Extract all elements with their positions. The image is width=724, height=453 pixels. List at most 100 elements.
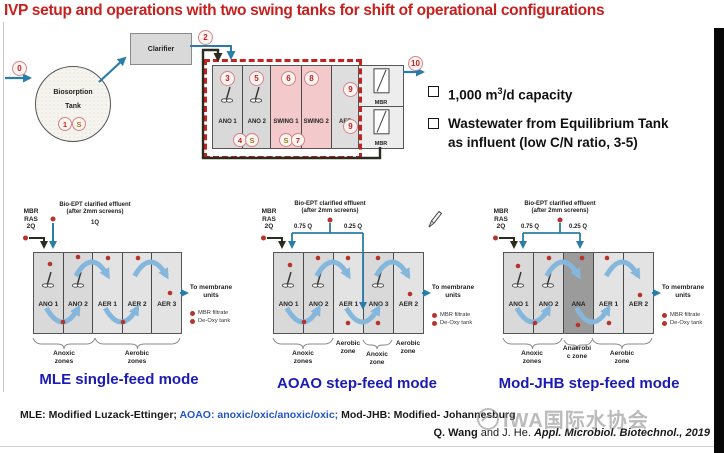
zone-label: AER 2 — [398, 301, 419, 308]
zone-label: AER 2 — [127, 301, 147, 308]
legend: MBR filtrate De-Oxy tank — [432, 312, 472, 328]
stream-number-2: 2 — [198, 30, 213, 45]
bullet-square-icon — [428, 117, 439, 129]
aoao-panel: MBR RAS 2Q Bio-EPT clarified effluent (afte… — [250, 200, 490, 400]
zone-group-label: Anoxic zones — [521, 350, 543, 365]
bullet-capacity-text: 1,000 m3/d capacity — [448, 86, 573, 103]
aoao-tank: ANO 1 ANO 2 AER 1 ANO 3 AER 2 — [273, 252, 424, 334]
mle-tank: ANO 1 ANO 2 AER 1 AER 2 AER 3 — [33, 252, 182, 334]
bullet-wastewater: Wastewater from Equilibrium Tank as influ… — [428, 114, 718, 152]
zone-label: ANO 1 — [278, 301, 299, 308]
anoxic-zones-brace — [32, 337, 96, 350]
left-edge-line — [3, 22, 4, 392]
ras-feed-arrow — [267, 237, 286, 249]
zone-group-label: Anoxic zones — [53, 350, 75, 365]
aoao-caption: AOAO step-feed mode — [276, 375, 438, 392]
mbr-unit-1: MBR — [358, 65, 404, 108]
mixer-icon — [42, 271, 55, 288]
zone-group-label: Aerobic zone — [335, 340, 361, 355]
zone-cell: AER 2 — [623, 253, 653, 333]
zone-group-label: Anoxic zones — [292, 350, 314, 365]
zone-number-5: 5 — [249, 71, 264, 86]
legend: MBR filtrate De-Oxy tank — [190, 310, 230, 326]
zone-group-label: Aerobic zone — [395, 340, 421, 355]
zone-group-label: Aerobic zone — [609, 350, 635, 365]
aerobic-zone-brace — [591, 337, 653, 350]
mle-panel: MBR RAS 2Q Bio-EPT clarified effluent (afte… — [12, 200, 252, 400]
footnote-aoao: AOAO: anoxic/oxic/anoxic/oxic; — [179, 409, 339, 421]
abbreviation-footnote: MLE: Modified Luzack-Ettinger; AOAO: ano… — [20, 409, 710, 421]
to-membrane-label: To membrane units — [431, 284, 475, 299]
zone-label: ANA — [571, 301, 586, 308]
zone-label: AER 1 — [97, 301, 118, 308]
split-left-label: 0.75 Q — [293, 224, 312, 230]
sample-port-dot — [261, 235, 266, 241]
red-dot-icon — [190, 318, 195, 324]
stream-number-10: 10 — [408, 56, 423, 71]
sample-port-dot — [50, 216, 56, 222]
zone-cell: AER 2 — [393, 253, 423, 333]
ras-feed-arrow — [29, 237, 48, 249]
clarifier-label: Clarifier — [147, 45, 175, 53]
zone-label: AER 2 — [628, 301, 649, 308]
right-letterbox-bar — [714, 28, 724, 453]
modjhb-caption: Mod-JHB step-feed mode — [498, 375, 680, 392]
zone-cell: ANO 2 — [303, 253, 333, 333]
zone-group-label: Anoxic zone — [366, 351, 388, 366]
legend-item: De-Oxy tank — [432, 320, 472, 326]
zone-group-label: Aerobic zones — [124, 350, 150, 365]
mixer-icon — [282, 271, 295, 288]
bullet-square-icon — [428, 86, 439, 97]
zone-number-3: 3 — [220, 71, 235, 86]
bottom-port-s1: S — [245, 133, 259, 147]
feed-label: Bio-EPT clarified effluent (after 2mm scr… — [59, 202, 131, 215]
mbr-ras-label: MBR RAS 2Q — [23, 208, 39, 230]
split-right-label: 0.25 Q — [568, 224, 587, 230]
zone-label: AER 1 — [598, 301, 619, 308]
feed-fraction-label: 1Q — [90, 220, 99, 226]
zone-cell: ANO 1 — [34, 253, 63, 333]
zone-cell: ANO 1 — [274, 253, 303, 333]
mixer-icon — [372, 271, 385, 288]
zone-cell: AER 1 — [593, 253, 623, 333]
red-dot-icon — [662, 312, 667, 318]
zone-cell: ANO 1 — [504, 253, 533, 333]
membrane-icon — [373, 109, 390, 135]
mbr-ras-label: MBR RAS 2Q — [261, 208, 277, 230]
zone-label: ANO 1 — [508, 301, 529, 308]
to-membrane-label: To membrane units — [661, 284, 705, 299]
zone-cell: ANO 2 — [62, 253, 93, 333]
sample-port-dot — [557, 217, 563, 223]
legend-item: De-Oxy tank — [190, 318, 230, 324]
zone-group-label: Anaerobi c zone — [562, 345, 592, 360]
mbr-unit-2: MBR — [358, 106, 404, 149]
zone-label: ANO 2 — [308, 301, 329, 308]
zone-label: AER 3 — [157, 301, 177, 308]
zone-cell-ana: ANA — [563, 253, 593, 333]
zone-number-6: 6 — [281, 71, 296, 86]
zone-number-8: 8 — [304, 71, 319, 86]
modjhb-tank: ANO 1 ANO 2 ANA AER 1 AER 2 — [503, 252, 654, 334]
slide-title: IVP setup and operations with two swing … — [4, 2, 605, 19]
footnote-modjhb: Mod-JHB: Modified- Johannesburg — [341, 409, 516, 421]
biosorption-label-1: Biosorption — [53, 89, 93, 96]
mixer-icon — [512, 271, 525, 288]
anoxic-zones-brace — [502, 337, 563, 350]
pen-cursor-icon — [428, 210, 443, 228]
citation-journal: Appl. Microbiol. Biotechnol., 2019 — [533, 427, 710, 439]
zone-cell: ANO 3 — [363, 253, 393, 333]
mixer-icon — [312, 271, 325, 288]
citation-author-bold: Q. Wang — [433, 427, 478, 439]
citation-author-rest: and J. He. — [477, 427, 534, 439]
red-dot-icon — [190, 310, 195, 316]
clarifier-to-tank-arrow — [190, 45, 236, 60]
mbr-port-number-9a: 9 — [343, 82, 358, 97]
zone-cell: AER 3 — [151, 253, 181, 333]
biosorption-label-2: Tank — [65, 103, 81, 110]
bottom-edge-line — [0, 446, 714, 447]
mixer-icon — [71, 271, 84, 288]
sample-port-dot — [23, 235, 28, 241]
legend-item: MBR filtrate — [662, 312, 702, 318]
ras-feed-arrow — [499, 237, 518, 249]
